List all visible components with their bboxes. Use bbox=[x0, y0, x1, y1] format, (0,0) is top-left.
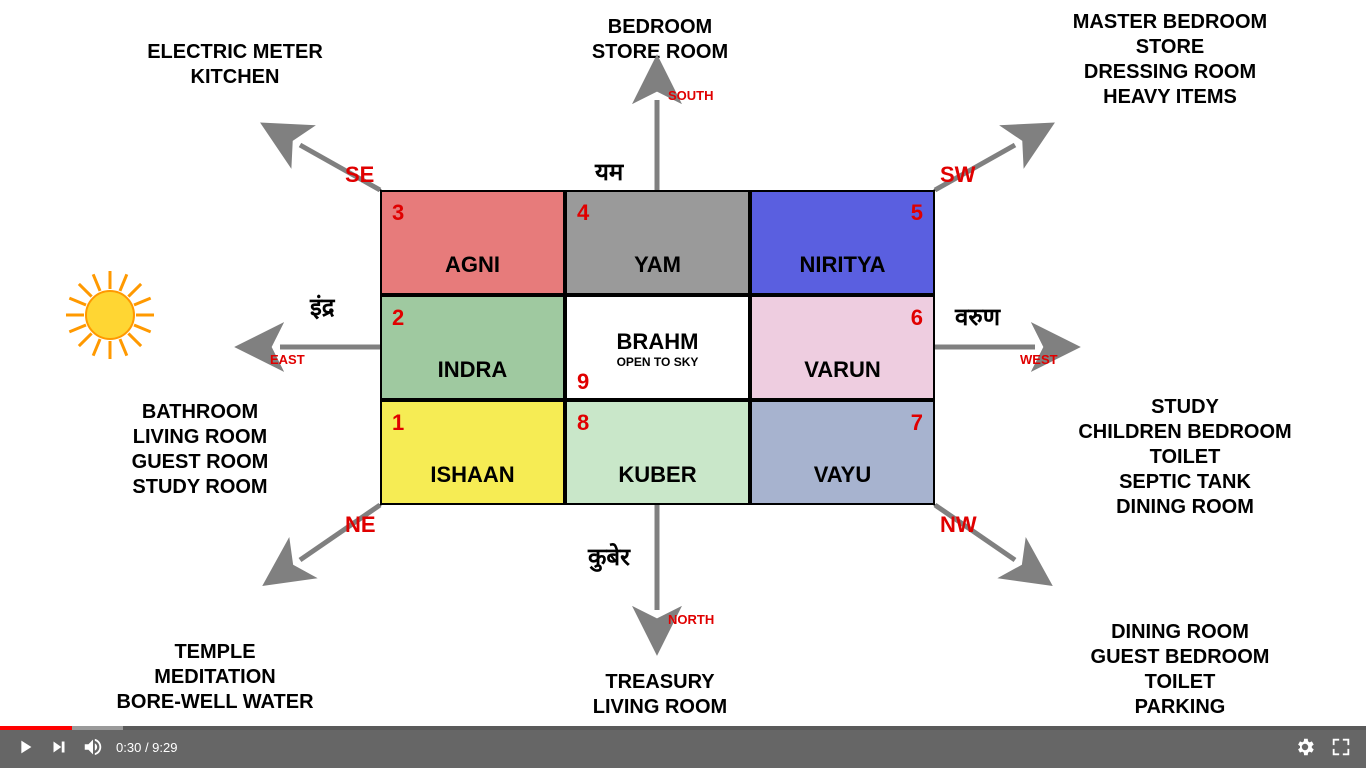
label-bottom-right: DINING ROOM GUEST BEDROOM TOILET PARKING bbox=[1050, 620, 1310, 720]
volume-button[interactable] bbox=[82, 736, 104, 758]
cell-name: BRAHM bbox=[567, 329, 748, 355]
cell-number: 5 bbox=[911, 200, 923, 226]
cell-sub: OPEN TO SKY bbox=[567, 355, 748, 369]
cell-number: 3 bbox=[392, 200, 404, 226]
next-button[interactable] bbox=[48, 736, 70, 758]
label-right: STUDY CHILDREN BEDROOM TOILET SEPTIC TAN… bbox=[1040, 395, 1330, 520]
label-top: BEDROOM STORE ROOM bbox=[560, 15, 760, 65]
cell-agni: 3 AGNI bbox=[380, 190, 565, 295]
cell-name: AGNI bbox=[382, 252, 563, 278]
dir-nw: NW bbox=[940, 512, 977, 538]
cell-ishaan: 1 ISHAAN bbox=[380, 400, 565, 505]
cell-number: 7 bbox=[911, 410, 923, 436]
cell-varun: 6 VARUN bbox=[750, 295, 935, 400]
progress-track[interactable] bbox=[0, 726, 1366, 730]
cell-number: 9 bbox=[577, 369, 589, 395]
cell-number: 4 bbox=[577, 200, 589, 226]
time-display: 0:30 / 9:29 bbox=[116, 740, 177, 755]
hindi-right: वरुण bbox=[955, 300, 1000, 333]
dir-east: EAST bbox=[270, 352, 305, 367]
diagram-stage: BEDROOM STORE ROOM ELECTRIC METER KITCHE… bbox=[0, 0, 1366, 768]
time-current: 0:30 bbox=[116, 740, 141, 755]
dir-south: SOUTH bbox=[668, 88, 714, 103]
video-player-bar: 0:30 / 9:29 bbox=[0, 726, 1366, 768]
hindi-bottom: कुबेर bbox=[588, 540, 630, 573]
label-left: BATHROOM LIVING ROOM GUEST ROOM STUDY RO… bbox=[90, 400, 310, 500]
cell-vayu: 7 VAYU bbox=[750, 400, 935, 505]
cell-number: 8 bbox=[577, 410, 589, 436]
cell-brahm: 9OPEN TO SKYBRAHM bbox=[565, 295, 750, 400]
label-bottom: TREASURY LIVING ROOM bbox=[560, 670, 760, 720]
cell-number: 6 bbox=[911, 305, 923, 331]
dir-se: SE bbox=[345, 162, 374, 188]
cell-name: KUBER bbox=[567, 462, 748, 488]
label-top-left: ELECTRIC METER KITCHEN bbox=[105, 40, 365, 90]
vastu-grid: 3AGNI4YAM5NIRITYA2INDRA9OPEN TO SKYBRAHM… bbox=[380, 190, 935, 505]
cell-number: 1 bbox=[392, 410, 404, 436]
play-button[interactable] bbox=[14, 736, 36, 758]
sun-icon bbox=[55, 260, 165, 370]
cell-name: VAYU bbox=[752, 462, 933, 488]
cell-indra: 2 INDRA bbox=[380, 295, 565, 400]
dir-sw: SW bbox=[940, 162, 975, 188]
cell-number: 2 bbox=[392, 305, 404, 331]
time-duration: 9:29 bbox=[152, 740, 177, 755]
progress-played bbox=[0, 726, 72, 730]
settings-button[interactable] bbox=[1294, 736, 1316, 758]
cell-yam: 4 YAM bbox=[565, 190, 750, 295]
cell-name: INDRA bbox=[382, 357, 563, 383]
hindi-top: यम bbox=[595, 155, 623, 188]
cell-name: YAM bbox=[567, 252, 748, 278]
label-top-right: MASTER BEDROOM STORE DRESSING ROOM HEAVY… bbox=[1030, 10, 1310, 110]
cell-name: NIRITYA bbox=[752, 252, 933, 278]
cell-niritya: 5 NIRITYA bbox=[750, 190, 935, 295]
label-bottom-left: TEMPLE MEDITATION BORE-WELL WATER bbox=[80, 640, 350, 715]
dir-ne: NE bbox=[345, 512, 376, 538]
fullscreen-button[interactable] bbox=[1330, 736, 1352, 758]
dir-north: NORTH bbox=[668, 612, 714, 627]
hindi-left: इंद्र bbox=[310, 290, 335, 323]
cell-kuber: 8 KUBER bbox=[565, 400, 750, 505]
cell-name: ISHAAN bbox=[382, 462, 563, 488]
cell-name: VARUN bbox=[752, 357, 933, 383]
dir-west: WEST bbox=[1020, 352, 1058, 367]
